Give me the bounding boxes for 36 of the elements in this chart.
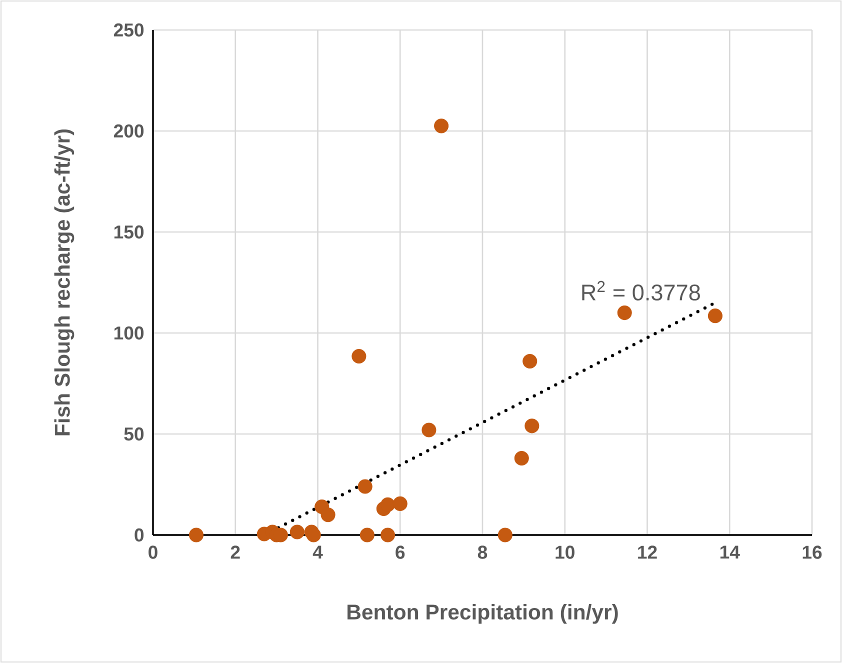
annotation: R$^{2}$ = 0.3778 (582, 280, 700, 301)
y-tick-label: 250 (114, 23, 144, 37)
x-tick-label: 16 (802, 546, 822, 559)
x-tick-label: 0 (148, 546, 158, 559)
point (380, 528, 396, 542)
point (422, 422, 436, 438)
point (352, 348, 366, 364)
y-tick-label: 100 (114, 326, 144, 340)
point (360, 528, 374, 542)
x-tick-label: 10 (556, 546, 574, 559)
point (290, 524, 304, 540)
point (434, 118, 449, 134)
point (392, 496, 408, 511)
x-tick-label: 4 (312, 546, 323, 558)
point (708, 308, 722, 324)
x-tick-label: 2 (230, 546, 240, 559)
point (320, 508, 336, 522)
y-tick-label: 50 (124, 427, 144, 441)
point (617, 306, 632, 320)
x-tick-label: 14 (720, 546, 740, 558)
y-tick-label: 150 (114, 225, 144, 239)
point (188, 528, 204, 542)
y-tick-label: 0 (134, 528, 144, 542)
x-tick-label: 12 (638, 546, 657, 559)
x-tick-label: 6 (396, 546, 405, 559)
point (498, 528, 512, 542)
y-tick-label: 200 (114, 124, 144, 138)
x-axis-title: Benton Precipitation (in/yr) (348, 604, 618, 624)
point (524, 418, 540, 434)
point (380, 497, 396, 512)
point (522, 354, 538, 369)
y-axis-title: Fish Slough recharge (ac-ft/yr) (54, 129, 74, 436)
x-tick-label: 8 (478, 546, 488, 559)
point (306, 528, 321, 542)
point (514, 450, 529, 466)
point (358, 479, 372, 494)
